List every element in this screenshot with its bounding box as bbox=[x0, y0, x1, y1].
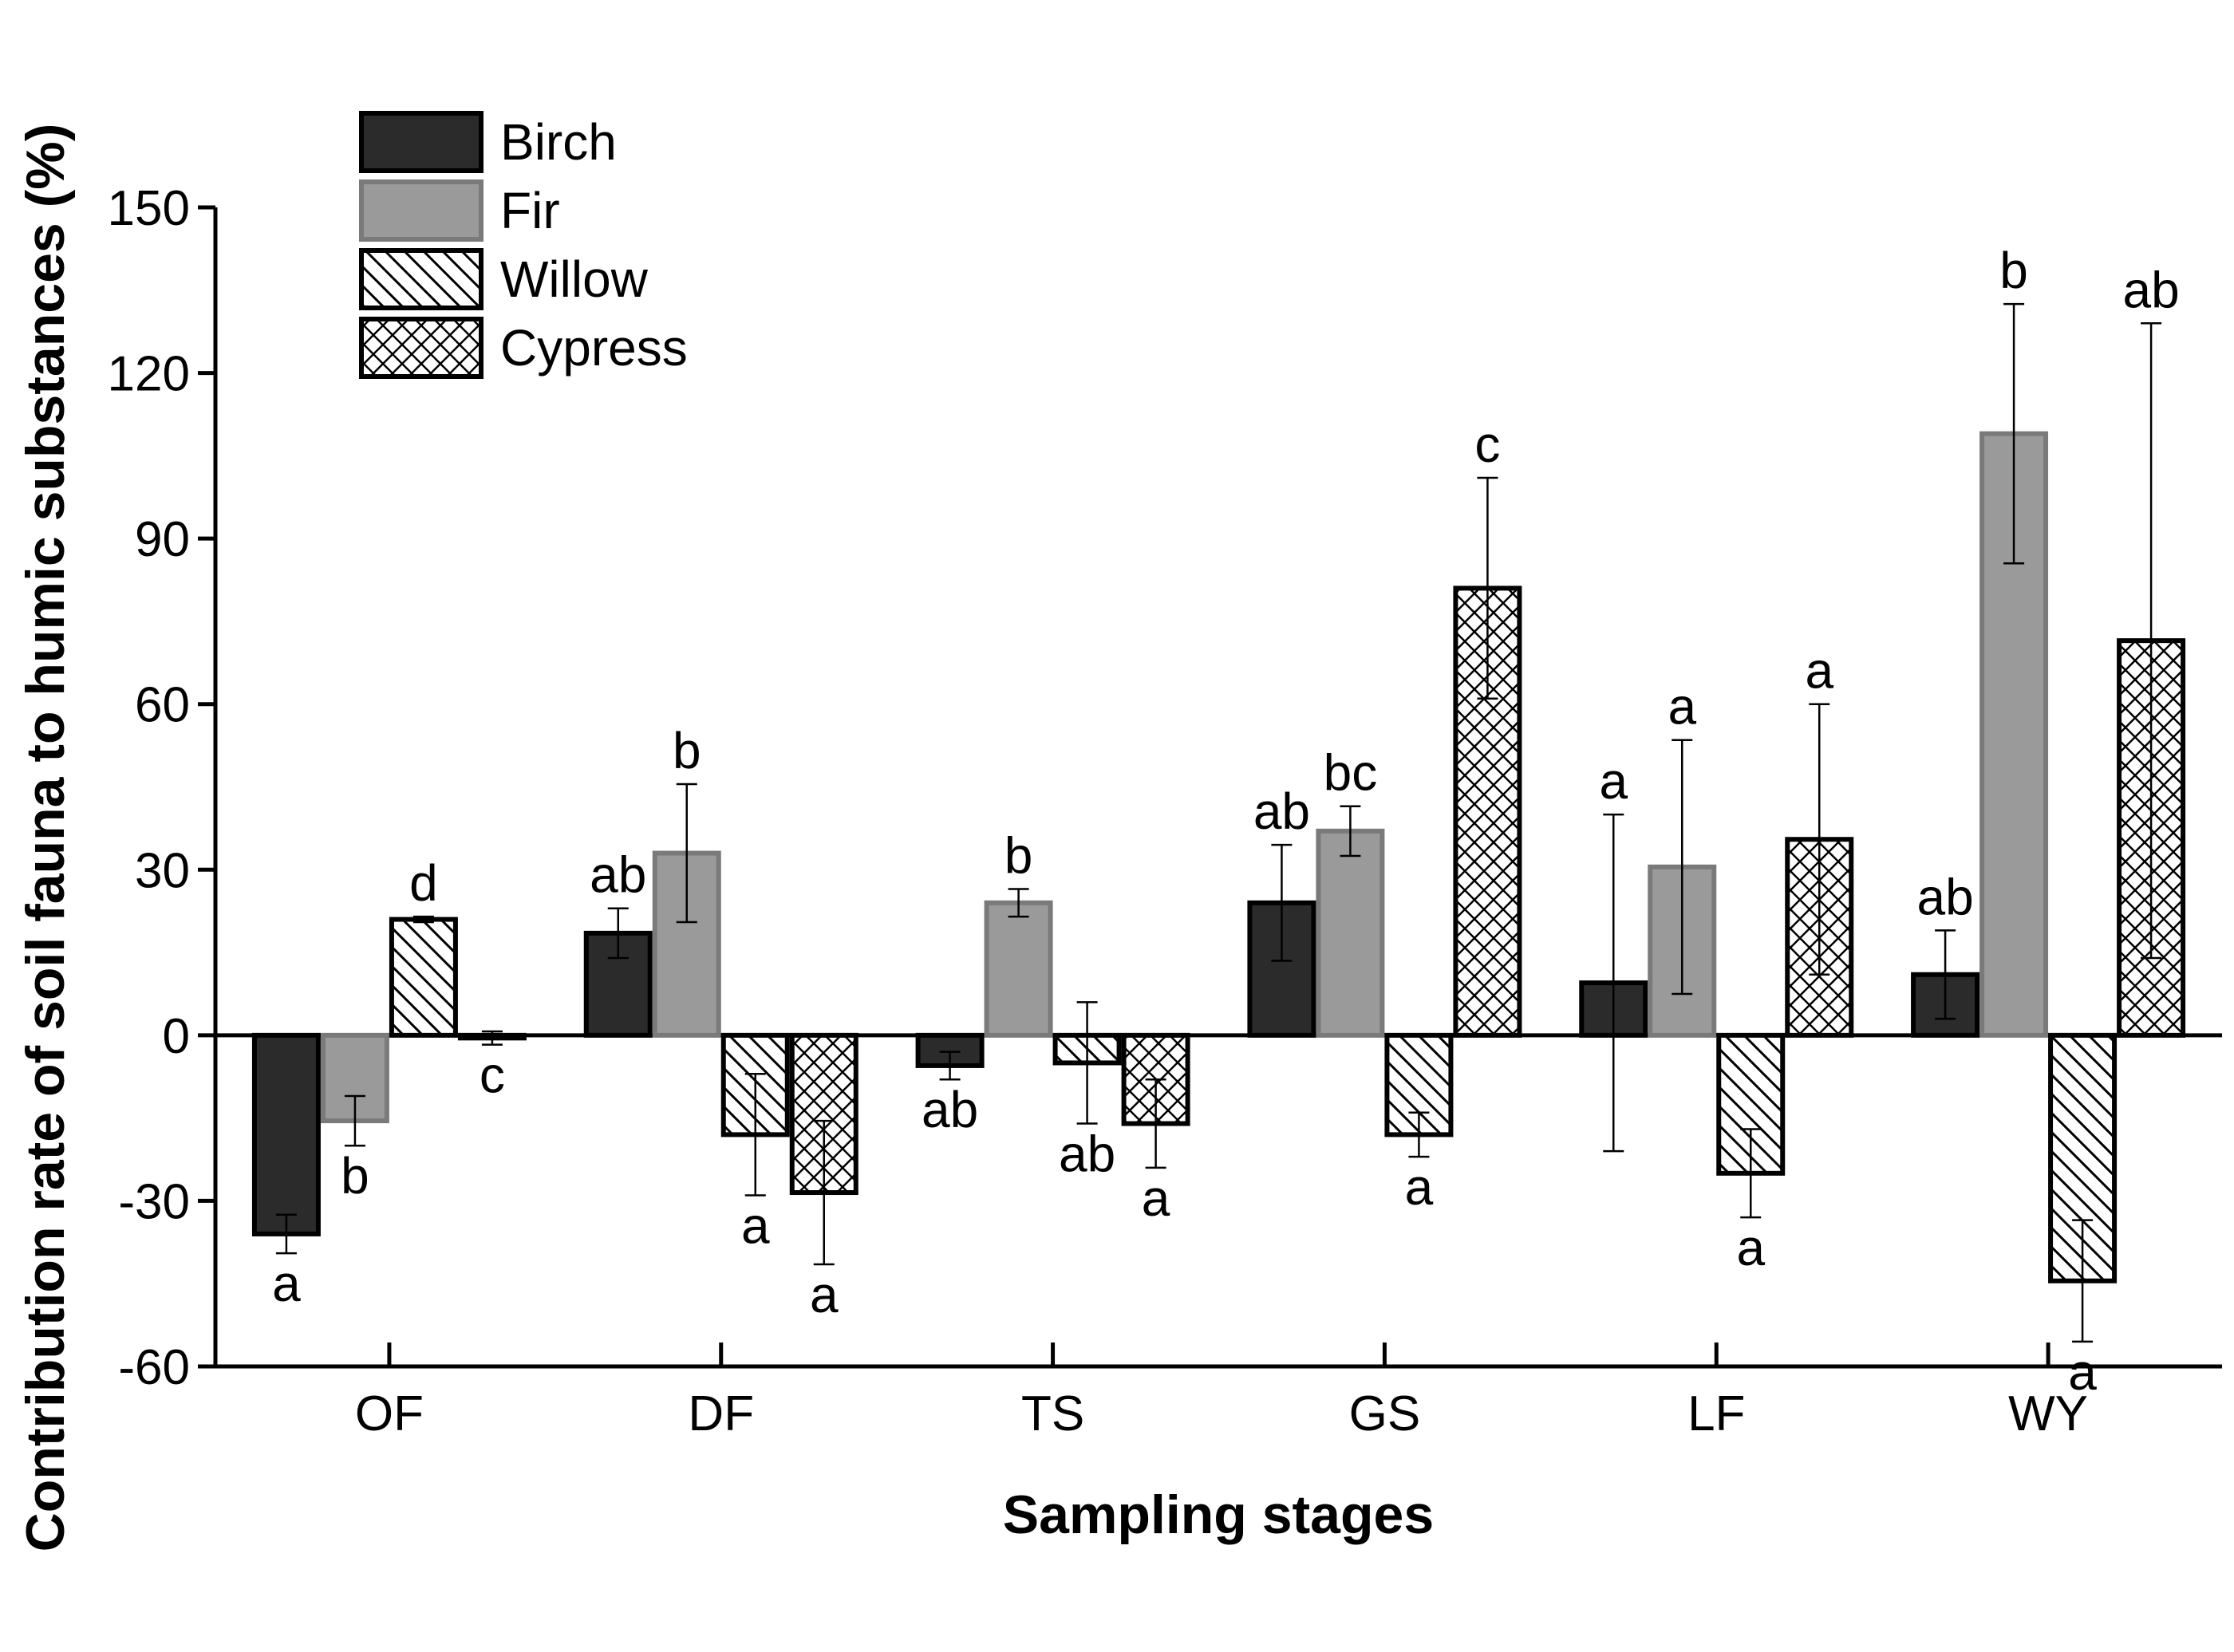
significance-letter: a bbox=[1668, 678, 1696, 735]
error-bar bbox=[676, 783, 697, 924]
error-bar bbox=[1740, 1128, 1762, 1219]
bar-willow-of bbox=[389, 917, 458, 1038]
significance-letter: a bbox=[1142, 1169, 1170, 1227]
significance-letter: ab bbox=[590, 846, 646, 904]
y-axis-title: Contribution rate of soil fauna to humic… bbox=[15, 124, 76, 1552]
error-bar bbox=[1008, 888, 1029, 918]
significance-letter: a bbox=[2068, 1343, 2097, 1401]
significance-letter: c bbox=[480, 1047, 505, 1104]
significance-letter: ab bbox=[1916, 868, 1973, 925]
y-tick-label: 60 bbox=[135, 678, 190, 733]
significance-letter: d bbox=[409, 854, 438, 912]
legend-swatch bbox=[359, 179, 484, 242]
axes bbox=[213, 207, 2222, 1369]
error-bar bbox=[2072, 1219, 2094, 1343]
error-bar bbox=[1271, 843, 1293, 962]
legend-label: Willow bbox=[500, 250, 649, 308]
x-tick-label: LF bbox=[1687, 1386, 1745, 1441]
y-tick-label: 30 bbox=[135, 843, 190, 898]
y-tick-label: 90 bbox=[135, 512, 190, 567]
significance-letter: a bbox=[810, 1266, 839, 1323]
significance-letter: b bbox=[673, 722, 701, 779]
error-bar bbox=[1340, 805, 1361, 858]
error-bar bbox=[939, 1051, 961, 1081]
legend-item-cypress: Cypress bbox=[359, 317, 688, 379]
significance-letter: a bbox=[741, 1197, 770, 1255]
error-bar bbox=[481, 1030, 503, 1046]
y-tick-label: 120 bbox=[108, 347, 190, 402]
bar-fir-ts bbox=[984, 900, 1053, 1038]
error-bar bbox=[1145, 1078, 1166, 1169]
y-tick-label: -30 bbox=[118, 1174, 190, 1229]
error-bar bbox=[607, 907, 629, 960]
error-bar bbox=[1076, 1001, 1098, 1125]
significance-letter: ab bbox=[922, 1081, 978, 1138]
legend-label: Cypress bbox=[500, 319, 688, 377]
y-tick-label: -60 bbox=[118, 1340, 190, 1395]
significance-letter: bc bbox=[1324, 744, 1378, 802]
legend-label: Birch bbox=[500, 113, 617, 171]
legend-swatch bbox=[359, 317, 484, 379]
y-tick-label: 0 bbox=[163, 1009, 190, 1064]
significance-letter: a bbox=[272, 1255, 301, 1312]
significance-letter: b bbox=[1005, 827, 1033, 885]
legend-swatch bbox=[359, 111, 484, 173]
legend-swatch bbox=[359, 248, 484, 310]
error-bar bbox=[1809, 703, 1830, 976]
significance-letter: b bbox=[341, 1147, 369, 1205]
error-bar bbox=[1603, 813, 1624, 1153]
x-tick-label: TS bbox=[1021, 1386, 1084, 1441]
significance-letter: a bbox=[1736, 1219, 1765, 1276]
significance-letter: b bbox=[1999, 242, 2028, 299]
error-bar bbox=[275, 1213, 297, 1255]
x-tick-label: DF bbox=[688, 1386, 754, 1441]
significance-letter: a bbox=[1599, 752, 1628, 810]
significance-letter: ab bbox=[1253, 783, 1310, 840]
error-bar bbox=[1477, 476, 1498, 700]
significance-letter: ab bbox=[2122, 261, 2179, 318]
significance-letter: a bbox=[1805, 642, 1833, 700]
error-bar bbox=[1935, 929, 1956, 1020]
error-bar bbox=[1672, 739, 1693, 996]
legend: Birch Fir Willow Cypress bbox=[359, 111, 688, 379]
significance-letter: a bbox=[1405, 1158, 1434, 1216]
x-tick-label: OF bbox=[355, 1386, 424, 1441]
legend-label: Fir bbox=[500, 182, 560, 239]
error-bar bbox=[1408, 1111, 1430, 1158]
legend-item-birch: Birch bbox=[359, 111, 617, 173]
x-axis-title: Sampling stages bbox=[1003, 1484, 1434, 1545]
error-bar bbox=[344, 1094, 365, 1147]
error-bar bbox=[2003, 302, 2025, 565]
x-tick-label: GS bbox=[1349, 1386, 1421, 1441]
legend-item-willow: Willow bbox=[359, 248, 649, 310]
bar-birch-of bbox=[251, 1032, 321, 1236]
x-tick-label: WY bbox=[2008, 1386, 2088, 1441]
y-tick-label: 150 bbox=[108, 181, 190, 236]
error-bar bbox=[813, 1119, 835, 1266]
significance-letter: ab bbox=[1059, 1126, 1115, 1183]
error-bar bbox=[744, 1073, 766, 1197]
bar-fir-gs bbox=[1316, 828, 1385, 1038]
legend-item-fir: Fir bbox=[359, 179, 560, 242]
error-bar bbox=[412, 915, 434, 924]
significance-letter: c bbox=[1474, 416, 1500, 473]
error-bar bbox=[2141, 322, 2162, 960]
